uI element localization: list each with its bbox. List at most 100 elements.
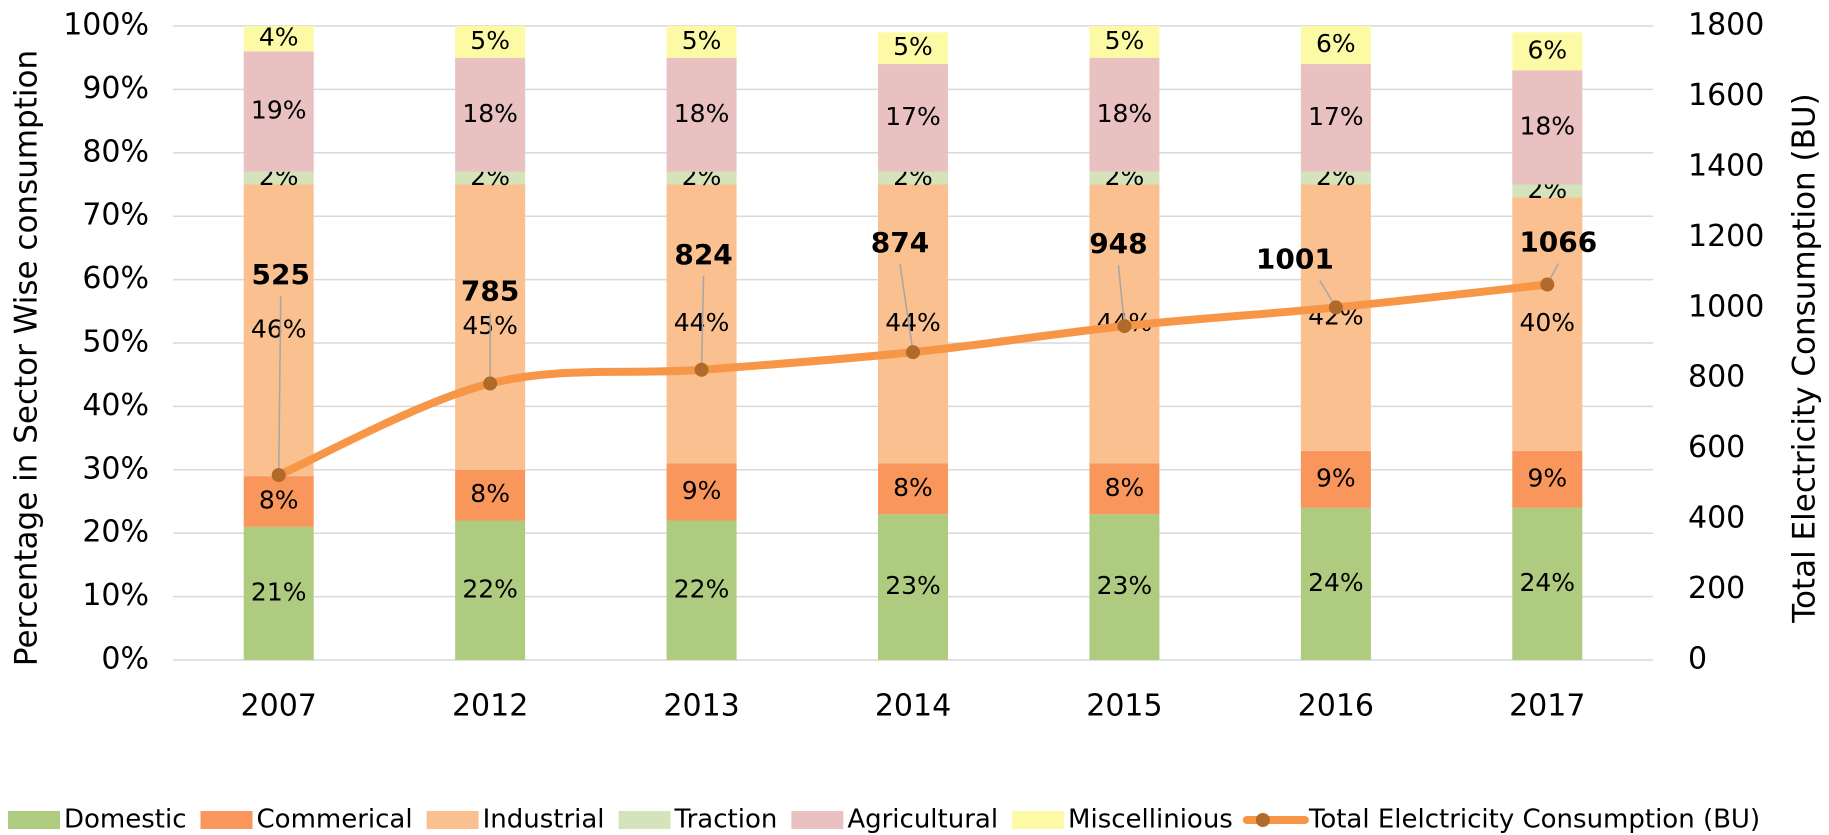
bar-segment [1512,197,1583,451]
legend-swatch [618,811,671,829]
y2-axis-label: Total Electricity Consumption (BU) [1787,93,1823,623]
y-tick-label: 80% [82,134,149,169]
x-tick-label: 2014 [875,689,951,724]
line-data-label: 948 [1089,227,1147,260]
data-label: 5% [470,26,510,55]
legend-label: Commerical [257,805,413,835]
data-label: 44% [885,308,941,337]
bar-segment [1089,463,1160,515]
data-label: 8% [259,486,299,515]
line-marker [483,376,498,391]
legend-label: Traction [674,805,778,835]
data-label: 17% [1308,102,1364,131]
bar-segment [1089,57,1160,172]
bar-segment [243,26,314,52]
bar-segment [455,520,526,660]
line-data-label: 874 [871,226,929,259]
legend-marker [1255,813,1270,827]
data-label: 24% [1308,568,1364,597]
data-label: 44% [674,308,730,337]
bar-segment [455,57,526,172]
bar-segment [455,469,526,521]
data-label: 6% [1527,35,1567,64]
x-tick-label: 2007 [241,689,317,724]
y2-tick-label: 800 [1688,360,1745,395]
data-label: 24% [1519,568,1575,597]
y-tick-label: 60% [82,261,149,296]
data-label: 17% [885,102,941,131]
data-label: 9% [682,476,722,505]
bar-segment [878,64,948,172]
legend-label: Agricultural [847,805,998,835]
bar-segment [243,476,314,527]
y-tick-label: 0% [101,642,149,677]
y2-tick-label: 1800 [1688,8,1764,43]
y2-tick-label: 400 [1688,501,1745,536]
data-label: 4% [259,23,299,52]
y2-tick-label: 200 [1688,571,1745,606]
y-tick-label: 40% [82,388,149,423]
bar-segment [1300,171,1371,185]
data-label: 8% [893,473,933,502]
y2-tick-label: 1400 [1688,148,1764,183]
data-label: 46% [251,314,307,343]
y-tick-label: 10% [82,578,149,613]
bar-segment [666,463,737,521]
line-marker [694,362,709,377]
x-tick-label: 2015 [1086,689,1162,724]
line-data-label: 824 [674,238,732,271]
x-tick-label: 2017 [1509,689,1585,724]
data-label: 8% [470,479,510,508]
bar-segment [1512,70,1583,185]
bar-segment [1512,184,1583,198]
data-label: 9% [1316,463,1356,492]
bar-segment [666,26,737,58]
legend-label: Industrial [483,805,605,835]
data-label: 22% [674,574,730,603]
data-label: 22% [462,574,518,603]
data-label: 18% [674,99,730,128]
y-tick-label: 30% [82,451,149,486]
line-marker [1540,277,1555,292]
data-label: 23% [1097,571,1153,600]
line-marker [1328,300,1343,315]
line-data-label: 785 [461,275,519,308]
bar-segment [1300,64,1371,172]
bar-segment [666,520,737,660]
bar-segment [666,184,737,464]
y-tick-label: 70% [82,198,149,233]
x-tick-label: 2012 [452,689,528,724]
leader-line [899,264,914,353]
bar-segment [455,171,526,185]
data-label: 5% [1105,26,1145,55]
data-label: 19% [251,96,307,125]
bar-segment [1512,32,1583,71]
bar-segment [878,32,948,65]
bar-segment [878,514,948,660]
data-label: 8% [1105,473,1145,502]
x-tick-label: 2013 [663,689,739,724]
bar-segment [1089,514,1160,660]
line-marker [271,468,286,483]
bar-segment [1089,171,1160,185]
data-label: 18% [462,99,518,128]
data-label: 9% [1527,463,1567,492]
line-marker [906,345,920,360]
bar-segment [243,51,314,172]
legend-swatch [791,811,844,829]
legend-swatch [200,811,253,829]
bar-segment [1300,450,1371,508]
leader-line [1117,265,1126,327]
y-tick-label: 20% [82,515,149,550]
bar-segment [1512,450,1583,508]
bar-segment [878,171,948,185]
data-label: 5% [682,26,722,55]
bar-segment [1300,26,1371,65]
bar-segment [1089,26,1160,58]
legend-swatch [8,811,60,829]
data-label: 18% [1519,111,1575,140]
y2-tick-label: 1200 [1688,219,1764,254]
legend-label: Total Elelctricity Consumption (BU) [1308,805,1760,835]
